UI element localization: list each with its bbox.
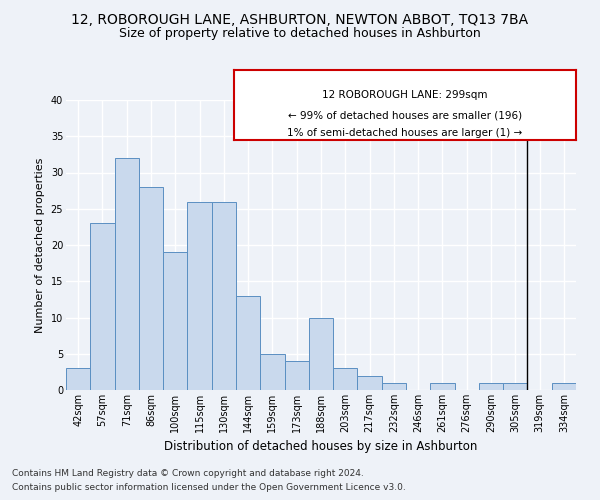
X-axis label: Distribution of detached houses by size in Ashburton: Distribution of detached houses by size …	[164, 440, 478, 454]
Bar	[309, 318, 333, 390]
Bar	[358, 376, 382, 390]
Bar	[382, 383, 406, 390]
Bar	[430, 383, 455, 390]
Text: ← 99% of detached houses are smaller (196): ← 99% of detached houses are smaller (19…	[288, 110, 522, 120]
Bar	[284, 361, 309, 390]
Text: Size of property relative to detached houses in Ashburton: Size of property relative to detached ho…	[119, 28, 481, 40]
Bar	[333, 368, 358, 390]
Bar	[479, 383, 503, 390]
Bar	[552, 383, 576, 390]
Bar	[503, 383, 527, 390]
Text: 1% of semi-detached houses are larger (1) →: 1% of semi-detached houses are larger (1…	[287, 128, 523, 138]
Bar	[260, 354, 284, 390]
Text: Contains HM Land Registry data © Crown copyright and database right 2024.: Contains HM Land Registry data © Crown c…	[12, 468, 364, 477]
Y-axis label: Number of detached properties: Number of detached properties	[35, 158, 45, 332]
Text: Contains public sector information licensed under the Open Government Licence v3: Contains public sector information licen…	[12, 484, 406, 492]
Bar	[66, 368, 90, 390]
Text: 12, ROBOROUGH LANE, ASHBURTON, NEWTON ABBOT, TQ13 7BA: 12, ROBOROUGH LANE, ASHBURTON, NEWTON AB…	[71, 12, 529, 26]
Bar	[90, 223, 115, 390]
Bar	[115, 158, 139, 390]
Bar	[187, 202, 212, 390]
Bar	[163, 252, 187, 390]
Bar	[236, 296, 260, 390]
Text: 12 ROBOROUGH LANE: 299sqm: 12 ROBOROUGH LANE: 299sqm	[322, 90, 488, 100]
Bar	[139, 187, 163, 390]
Bar	[212, 202, 236, 390]
